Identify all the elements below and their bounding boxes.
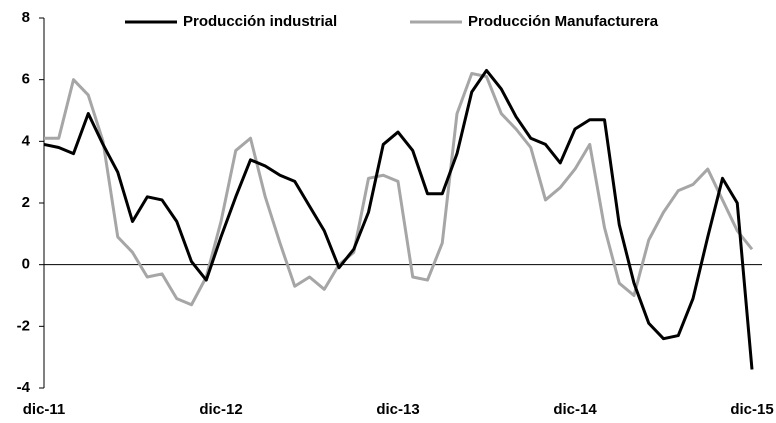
y-tick-label: 8 (22, 9, 30, 26)
legend-label: Producción industrial (183, 13, 337, 30)
y-tick-label: 2 (22, 194, 30, 211)
legend-label: Producción Manufacturera (468, 13, 659, 30)
y-tick-label: 4 (22, 132, 31, 149)
x-tick-label: dic-15 (730, 401, 773, 418)
x-tick-label: dic-11 (23, 401, 66, 418)
series-line (44, 72, 754, 307)
x-tick-label: dic-12 (199, 401, 242, 418)
y-tick-label: -2 (17, 317, 30, 334)
series-line (43, 68, 754, 370)
x-tick-label: dic-14 (553, 401, 597, 418)
y-tick-label: 6 (22, 71, 30, 88)
x-tick-label: dic-13 (376, 401, 419, 418)
y-tick-label: 0 (22, 256, 30, 273)
y-tick-label: -4 (17, 379, 31, 396)
